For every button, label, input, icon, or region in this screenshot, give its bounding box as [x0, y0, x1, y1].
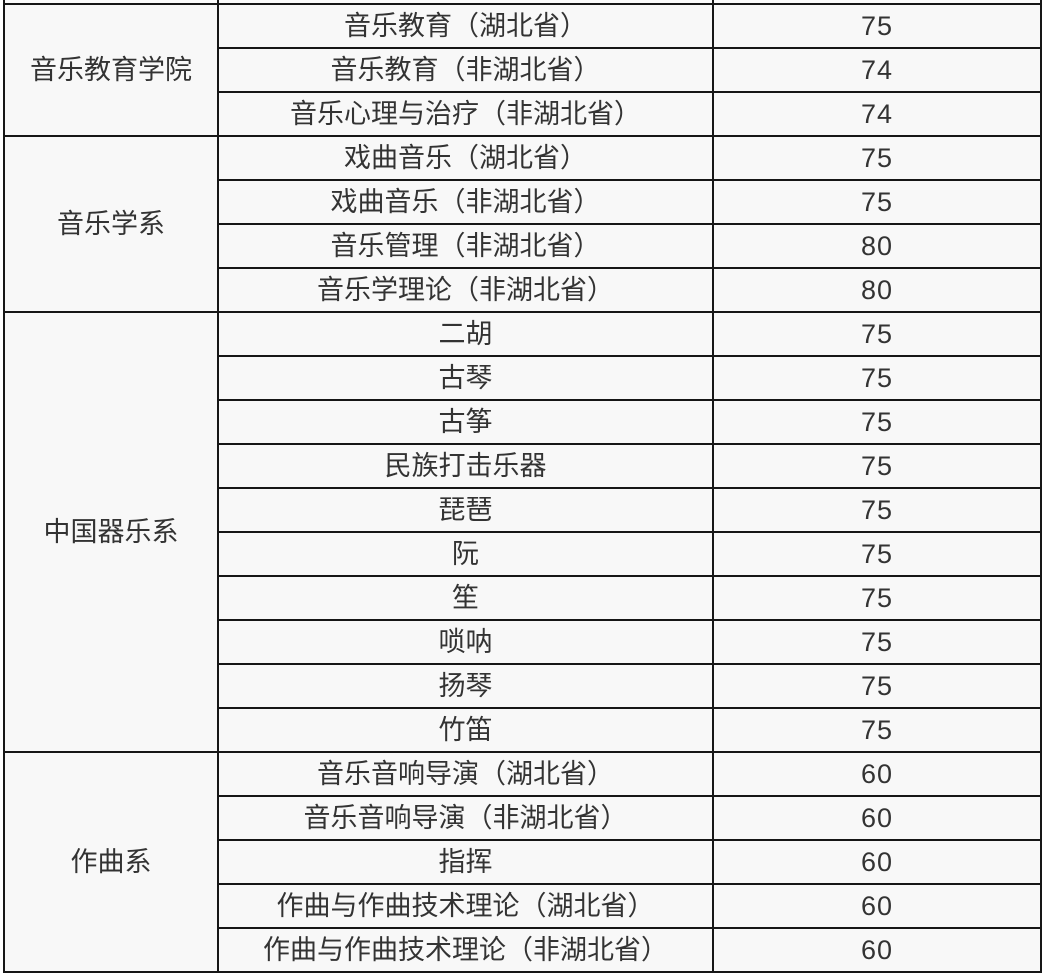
major-cell: 音乐音响导演（湖北省） — [217, 751, 714, 797]
major-cell: 琵琶 — [217, 487, 714, 533]
table-row: 唢呐 75 — [4, 619, 1042, 665]
major-cell: 指挥 — [217, 839, 714, 885]
table-row: 作曲与作曲技术理论（湖北省） 60 — [4, 883, 1042, 929]
score-cell: 75 — [712, 179, 1042, 225]
major-cell: 竹笛 — [217, 707, 714, 753]
table-row: 音乐音响导演（非湖北省） 60 — [4, 795, 1042, 841]
score-cell: 75 — [712, 135, 1042, 181]
score-cell: 60 — [712, 839, 1042, 885]
department-cell: 作曲系 — [3, 751, 219, 973]
major-cell: 民族打击乐器 — [217, 443, 714, 489]
major-cell: 唢呐 — [217, 619, 714, 665]
major-cell: 古琴 — [217, 355, 714, 401]
major-cell: 戏曲音乐（非湖北省） — [217, 179, 714, 225]
score-cell: 60 — [712, 927, 1042, 973]
major-cell: 音乐学理论（非湖北省） — [217, 267, 714, 313]
major-cell: 音乐教育（湖北省） — [217, 3, 714, 49]
score-cell: 75 — [712, 311, 1042, 357]
score-table-body: 音乐教育学院 音乐教育（湖北省） 75 音乐教育（非湖北省） 74 音乐心理与治疗（非湖北… — [3, 0, 1042, 973]
score-cell: 60 — [712, 751, 1042, 797]
department-cell: 中国器乐系 — [3, 311, 219, 753]
table-row: 阮 75 — [4, 531, 1042, 577]
table-row: 扬琴 75 — [4, 663, 1042, 709]
score-cell: 80 — [712, 267, 1042, 313]
major-cell: 阮 — [217, 531, 714, 577]
table-row: 琵琶 75 — [4, 487, 1042, 533]
score-cell: 75 — [712, 3, 1042, 49]
clipped-cell — [217, 0, 714, 5]
score-cell: 74 — [712, 91, 1042, 137]
major-cell: 戏曲音乐（湖北省） — [217, 135, 714, 181]
table-row: 作曲与作曲技术理论（非湖北省） 60 — [4, 927, 1042, 973]
table-row: 中国器乐系 二胡 75 — [3, 311, 1042, 753]
table-row: 民族打击乐器 75 — [4, 443, 1042, 489]
table-row: 笙 75 — [4, 575, 1042, 621]
major-cell: 作曲与作曲技术理论（非湖北省） — [217, 927, 714, 973]
table-row: 音乐教育学院 音乐教育（湖北省） 75 — [3, 3, 1042, 137]
score-cell: 75 — [712, 707, 1042, 753]
score-cell: 75 — [712, 399, 1042, 445]
score-table: 音乐教育学院 音乐教育（湖北省） 75 音乐教育（非湖北省） 74 音乐心理与治疗（非湖北… — [3, 0, 1042, 973]
score-cell: 75 — [712, 575, 1042, 621]
major-cell: 音乐心理与治疗（非湖北省） — [217, 91, 714, 137]
table-row: 竹笛 75 — [4, 707, 1042, 753]
table-row: 音乐教育（非湖北省） 74 — [4, 47, 1042, 93]
table-row: 古琴 75 — [4, 355, 1042, 401]
major-cell: 作曲与作曲技术理论（湖北省） — [217, 883, 714, 929]
major-cell: 音乐管理（非湖北省） — [217, 223, 714, 269]
table-row: 音乐学系 戏曲音乐（湖北省） 75 — [3, 135, 1042, 313]
clipped-top-row — [3, 0, 1042, 5]
major-cell: 音乐音响导演（非湖北省） — [217, 795, 714, 841]
table-row: 指挥 60 — [4, 839, 1042, 885]
department-cell: 音乐教育学院 — [3, 3, 219, 137]
score-cell: 80 — [712, 223, 1042, 269]
table-row: 音乐学理论（非湖北省） 80 — [4, 267, 1042, 313]
major-cell: 二胡 — [217, 311, 714, 357]
major-cell: 音乐教育（非湖北省） — [217, 47, 714, 93]
score-cell: 75 — [712, 487, 1042, 533]
major-cell: 笙 — [217, 575, 714, 621]
major-cell: 古筝 — [217, 399, 714, 445]
major-cell: 扬琴 — [217, 663, 714, 709]
clipped-cell — [3, 0, 219, 5]
score-cell: 75 — [712, 355, 1042, 401]
score-cell: 75 — [712, 663, 1042, 709]
table-row: 戏曲音乐（非湖北省） 75 — [4, 179, 1042, 225]
table-row: 作曲系 音乐音响导演（湖北省） 60 — [3, 751, 1042, 973]
score-cell: 75 — [712, 531, 1042, 577]
table-row: 音乐心理与治疗（非湖北省） 74 — [4, 91, 1042, 137]
score-cell: 60 — [712, 883, 1042, 929]
score-cell: 75 — [712, 443, 1042, 489]
table-row: 音乐管理（非湖北省） 80 — [4, 223, 1042, 269]
score-cell: 60 — [712, 795, 1042, 841]
score-cell: 75 — [712, 619, 1042, 665]
table-row: 古筝 75 — [4, 399, 1042, 445]
clipped-cell — [712, 0, 1042, 5]
score-cell: 74 — [712, 47, 1042, 93]
department-cell: 音乐学系 — [3, 135, 219, 313]
